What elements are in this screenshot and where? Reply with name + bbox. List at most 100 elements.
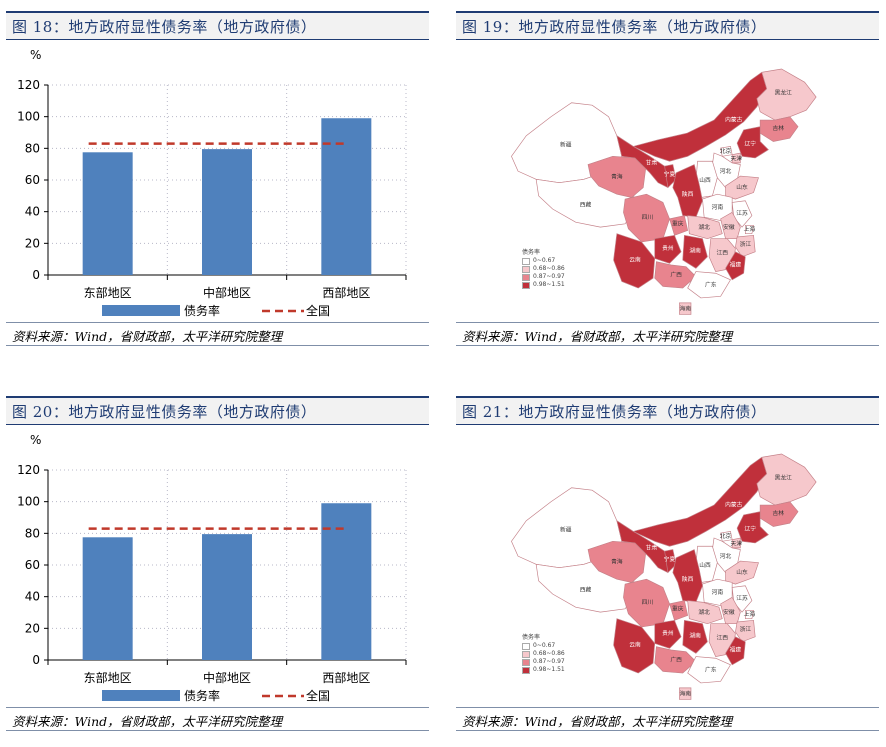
province-label: 湖北 bbox=[698, 608, 710, 616]
map-legend-swatch bbox=[522, 642, 530, 650]
province-label: 陕西 bbox=[682, 575, 694, 583]
figure-21-panel: 图 21：地方政府显性债务率（地方政府债） 新疆 西藏 青海 甘肃 内蒙古 黑龙江 吉林 辽宁… bbox=[456, 396, 879, 736]
figure-21-title: 图 21：地方政府显性债务率（地方政府债） bbox=[462, 403, 767, 421]
province-region bbox=[731, 152, 741, 164]
province-region bbox=[759, 116, 799, 142]
province-label: 天津 bbox=[731, 155, 743, 162]
map-legend-row: 0~0.67 bbox=[522, 257, 565, 265]
map-legend: 债务率 0~0.67 0.68~0.86 0.87~0.97 0.98~1.51 bbox=[522, 249, 565, 289]
legend-swatch-bar bbox=[102, 305, 180, 316]
province-label: 云南 bbox=[629, 256, 641, 264]
x-category-label: 西部地区 bbox=[322, 285, 370, 300]
province-label: 山西 bbox=[699, 176, 711, 184]
province-label: 广西 bbox=[670, 656, 682, 664]
province-label: 北京 bbox=[720, 147, 732, 155]
figure-21-source-bar: 资料来源：Wind，省财政部，太平洋研究院整理 bbox=[456, 707, 879, 731]
map-legend-label: 0.87~0.97 bbox=[533, 658, 565, 665]
figure-20-title-bar: 图 20：地方政府显性债务率（地方政府债） bbox=[6, 396, 429, 425]
province-label: 贵州 bbox=[662, 629, 674, 637]
province-label: 江苏 bbox=[736, 209, 748, 217]
province-label: 西藏 bbox=[580, 201, 592, 209]
province-region bbox=[736, 511, 769, 544]
province-label: 福建 bbox=[730, 261, 742, 269]
province-label: 山西 bbox=[699, 561, 711, 569]
figure-19-title-bar: 图 19：地方政府显性债务率（地方政府债） bbox=[456, 11, 879, 40]
province-label: 江西 bbox=[717, 249, 729, 256]
province-region bbox=[682, 234, 708, 269]
y-unit-label: % bbox=[30, 48, 41, 62]
y-tick-label: 0 bbox=[32, 653, 40, 667]
legend-swatch-bar bbox=[102, 690, 180, 701]
map-legend-label: 0.68~0.86 bbox=[533, 265, 565, 272]
province-region bbox=[744, 610, 754, 620]
map-legend-row: 0.98~1.51 bbox=[522, 281, 565, 289]
province-label: 青海 bbox=[611, 173, 623, 181]
province-label: 北京 bbox=[720, 532, 732, 540]
province-region bbox=[654, 234, 682, 264]
figure-19-map: 新疆 西藏 青海 甘肃 内蒙古 黑龙江 吉林 辽宁 北京 天津 河北 宁夏 山西 陕西 山东 河南 江苏 安徽 上海… bbox=[456, 41, 879, 321]
y-tick-label: 120 bbox=[17, 78, 40, 92]
province-label: 广东 bbox=[705, 665, 717, 673]
x-category-label: 东部地区 bbox=[84, 670, 132, 685]
province-label: 宁夏 bbox=[664, 555, 676, 563]
province-label: 天津 bbox=[731, 540, 743, 547]
y-tick-label: 60 bbox=[25, 558, 40, 572]
province-region bbox=[587, 540, 647, 583]
figure-19-title: 图 19：地方政府显性债务率（地方政府债） bbox=[462, 18, 767, 36]
province-region bbox=[736, 126, 769, 159]
figure-18-panel: 图 18：地方政府显性债务率（地方政府债） % 0 20 40 60 80 100 120 东部… bbox=[6, 11, 429, 351]
province-label: 河北 bbox=[720, 552, 732, 560]
province-label: 湖南 bbox=[689, 247, 701, 255]
province-label: 上海 bbox=[744, 610, 756, 618]
legend-label-series: 债务率 bbox=[184, 303, 220, 318]
figure-19-panel: 图 19：地方政府显性债务率（地方政府债） 新疆 西藏 青海 甘肃 内蒙古 黑龙江 吉林 辽宁… bbox=[456, 11, 879, 351]
province-label: 黑龙江 bbox=[775, 474, 792, 482]
province-label: 重庆 bbox=[672, 219, 684, 227]
province-label: 青海 bbox=[611, 558, 623, 566]
province-label: 海南 bbox=[679, 689, 691, 697]
map-legend-label: 0~0.67 bbox=[533, 257, 556, 264]
y-tick-label: 120 bbox=[17, 463, 40, 477]
province-label: 湖南 bbox=[689, 632, 701, 640]
map-legend-row: 0.68~0.86 bbox=[522, 265, 565, 273]
figure-20-panel: 图 20：地方政府显性债务率（地方政府债） % 0 20 40 60 80 100 120 东部… bbox=[6, 396, 429, 736]
province-label: 陕西 bbox=[682, 190, 694, 198]
map-legend-title: 债务率 bbox=[522, 634, 541, 641]
map-legend-swatch bbox=[522, 658, 530, 666]
map-legend-label: 0.98~1.51 bbox=[533, 666, 565, 673]
bar bbox=[82, 537, 133, 660]
legend-label-reference: 全国 bbox=[306, 303, 330, 318]
province-label: 西藏 bbox=[580, 586, 592, 594]
legend-label-reference: 全国 bbox=[306, 688, 330, 703]
province-label: 湖北 bbox=[698, 223, 710, 231]
y-tick-label: 80 bbox=[25, 526, 40, 540]
province-label: 内蒙古 bbox=[725, 501, 742, 509]
province-region bbox=[735, 619, 756, 643]
map-legend-label: 0.87~0.97 bbox=[533, 273, 565, 280]
province-label: 黑龙江 bbox=[775, 89, 792, 97]
province-region bbox=[654, 646, 697, 674]
province-region bbox=[669, 215, 689, 236]
x-category-label: 西部地区 bbox=[322, 670, 370, 685]
province-region bbox=[654, 261, 697, 289]
x-category-label: 东部地区 bbox=[84, 285, 132, 300]
province-label: 江苏 bbox=[736, 594, 748, 602]
figure-18-source: 资料来源：Wind，省财政部，太平洋研究院整理 bbox=[12, 329, 283, 344]
province-label: 江西 bbox=[717, 634, 729, 641]
province-label: 上海 bbox=[744, 225, 756, 233]
x-category-label: 中部地区 bbox=[203, 670, 251, 685]
province-label: 浙江 bbox=[740, 240, 752, 248]
province-region bbox=[687, 271, 731, 299]
map-legend-swatch bbox=[522, 650, 530, 658]
map-legend-swatch bbox=[522, 666, 530, 674]
y-tick-label: 20 bbox=[25, 236, 40, 250]
province-region bbox=[735, 234, 756, 258]
figure-21-title-bar: 图 21：地方政府显性债务率（地方政府债） bbox=[456, 396, 879, 425]
province-label: 贵州 bbox=[662, 244, 674, 252]
map-legend-swatch bbox=[522, 265, 530, 273]
map-legend-row: 0.87~0.97 bbox=[522, 273, 565, 281]
province-region bbox=[725, 251, 746, 281]
province-label: 安徽 bbox=[723, 608, 735, 616]
province-region bbox=[744, 225, 754, 235]
